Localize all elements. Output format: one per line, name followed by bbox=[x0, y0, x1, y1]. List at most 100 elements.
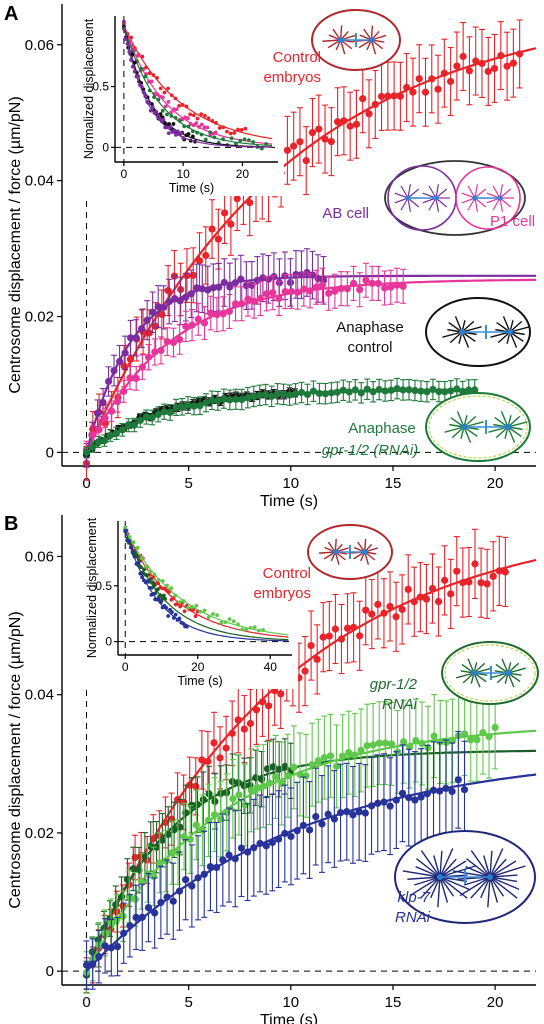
microtubule bbox=[489, 858, 507, 878]
data-point bbox=[240, 725, 248, 733]
data-point bbox=[453, 62, 461, 70]
data-point bbox=[244, 295, 252, 303]
data-point bbox=[424, 744, 432, 752]
data-point bbox=[286, 278, 295, 287]
microtubule bbox=[420, 850, 441, 878]
inset-x-tick-label: 0 bbox=[121, 167, 128, 181]
data-point bbox=[265, 702, 273, 710]
microtubule bbox=[456, 672, 475, 679]
microtubule bbox=[415, 866, 441, 878]
data-point bbox=[207, 309, 215, 317]
data-point bbox=[247, 786, 255, 794]
data-point bbox=[357, 746, 365, 755]
microtubule bbox=[489, 876, 518, 899]
inset-data-point bbox=[145, 579, 150, 584]
inset-data-point bbox=[144, 565, 149, 569]
data-point bbox=[204, 757, 212, 765]
data-point bbox=[195, 257, 204, 265]
data-point bbox=[192, 782, 200, 790]
data-point bbox=[471, 386, 479, 394]
fit-curve bbox=[85, 274, 536, 453]
inset-data-point bbox=[169, 586, 174, 591]
gpr-rnai-label: gpr-1/2 bbox=[370, 676, 418, 693]
centrosome bbox=[368, 37, 375, 43]
inset-data-point bbox=[229, 136, 234, 141]
microtubule bbox=[490, 331, 511, 338]
data-point bbox=[198, 756, 206, 764]
x-axis-title: Time (s) bbox=[260, 493, 318, 510]
inset-data-point bbox=[162, 90, 167, 95]
inset-data-point bbox=[193, 614, 198, 619]
microtubule bbox=[439, 876, 470, 890]
data-point bbox=[377, 92, 386, 101]
data-point bbox=[447, 77, 455, 86]
panel-label: B bbox=[4, 513, 18, 535]
microtubule bbox=[439, 876, 449, 903]
data-point bbox=[398, 605, 406, 614]
inset-data-point bbox=[135, 545, 140, 550]
microtubule bbox=[439, 860, 467, 878]
microtubule bbox=[464, 876, 491, 886]
control-embryos-label: embryos bbox=[253, 585, 311, 602]
data-point bbox=[460, 786, 469, 794]
microtubule bbox=[465, 866, 491, 878]
data-point bbox=[422, 595, 431, 603]
inset-data-point bbox=[240, 627, 245, 632]
data-point bbox=[359, 95, 367, 103]
data-point bbox=[331, 287, 339, 295]
inset-data-point bbox=[252, 625, 257, 630]
microtubule bbox=[420, 876, 441, 899]
data-point bbox=[509, 59, 517, 67]
data-point bbox=[107, 944, 115, 952]
inset-data-point bbox=[225, 129, 229, 134]
data-point bbox=[235, 791, 243, 799]
anaphase-control-label: control bbox=[347, 339, 392, 356]
x-tick-label: 5 bbox=[185, 475, 193, 492]
inset-y-tick-label: 0 bbox=[102, 140, 109, 154]
microtubule bbox=[470, 876, 491, 899]
data-point bbox=[483, 580, 491, 588]
inset-data-point bbox=[202, 113, 207, 118]
inset-data-point bbox=[206, 615, 211, 620]
data-point bbox=[269, 289, 277, 297]
inset-fit-curve bbox=[124, 529, 289, 642]
data-point bbox=[313, 655, 321, 663]
data-point bbox=[227, 220, 235, 228]
klp7-rnai-label: klp-7 bbox=[397, 889, 430, 906]
data-point bbox=[490, 64, 499, 73]
data-point bbox=[222, 744, 230, 752]
inset-data-point bbox=[179, 131, 184, 136]
data-point bbox=[283, 146, 291, 154]
data-point bbox=[392, 613, 400, 621]
x-tick-label: 15 bbox=[385, 475, 402, 492]
data-point bbox=[285, 391, 294, 399]
data-point bbox=[325, 289, 333, 297]
inset-data-point bbox=[251, 140, 256, 144]
data-point bbox=[471, 560, 479, 568]
embryo-inner-outline bbox=[444, 644, 536, 702]
inset-data-point bbox=[217, 126, 222, 130]
centrosome bbox=[505, 424, 511, 430]
inset-data-point bbox=[231, 619, 236, 624]
inset-data-point bbox=[195, 116, 200, 121]
inset-data-point bbox=[186, 132, 191, 136]
data-point bbox=[489, 572, 497, 580]
microtubule bbox=[409, 876, 441, 897]
microtubule bbox=[489, 876, 518, 883]
data-point bbox=[421, 88, 430, 96]
y-tick-label: 0.06 bbox=[25, 37, 54, 54]
data-point bbox=[430, 732, 438, 740]
data-point bbox=[386, 602, 394, 611]
inset-data-point bbox=[186, 116, 190, 121]
microtubule bbox=[439, 876, 455, 897]
data-point bbox=[194, 315, 202, 323]
microtubule bbox=[452, 870, 491, 878]
centrosome bbox=[361, 549, 368, 555]
anaphase-gpr-label: gpr-1/2 (RNAi) bbox=[322, 442, 418, 459]
inset-data-point bbox=[206, 116, 211, 121]
inset-fit-curve bbox=[124, 529, 289, 638]
series-1 bbox=[82, 248, 536, 468]
y-tick-label: 0.02 bbox=[25, 825, 54, 842]
data-point bbox=[346, 122, 354, 130]
